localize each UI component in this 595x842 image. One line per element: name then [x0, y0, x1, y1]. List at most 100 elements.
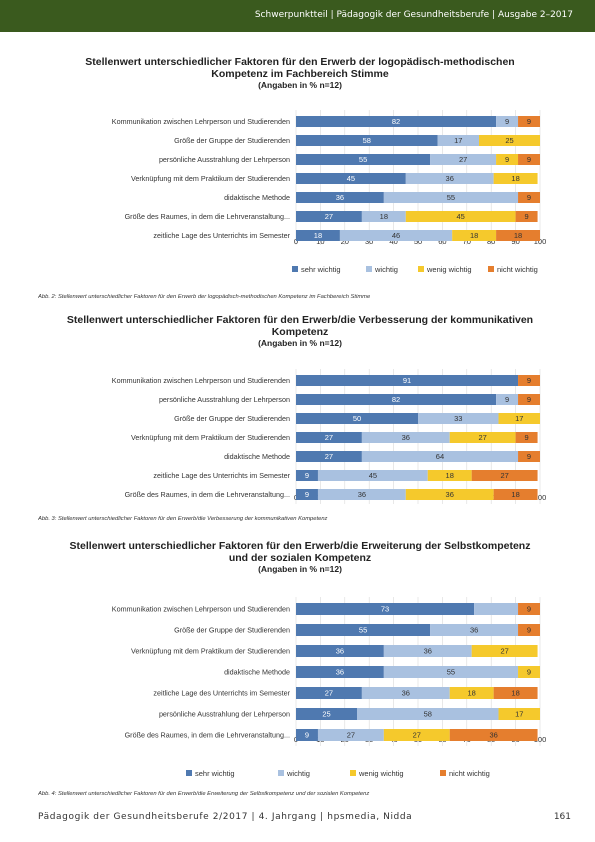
legend-label: wenig wichtig	[358, 769, 404, 778]
data-label: 9	[505, 395, 509, 404]
category-label: Größe des Raumes, in dem die Lehrveranst…	[125, 212, 290, 221]
bar-segment	[296, 687, 362, 699]
bar-segment	[317, 729, 384, 741]
bar-segment	[498, 413, 540, 424]
x-tick-label: 100	[534, 735, 547, 744]
bar-segment	[518, 192, 540, 203]
data-label: 36	[446, 490, 454, 499]
bar-segment	[496, 394, 519, 405]
data-label: 55	[447, 668, 455, 677]
bar-segment	[357, 708, 499, 720]
bar-segment	[296, 432, 362, 443]
data-label: 9	[505, 155, 509, 164]
x-tick-label: 60	[438, 237, 446, 246]
chart-3-caption: Abb. 4: Stellenwert unterschiedlicher Fa…	[38, 791, 370, 797]
bar-segment	[471, 645, 538, 657]
bar-segment	[317, 489, 406, 500]
data-label: 58	[424, 710, 432, 719]
category-label: persönliche Ausstrahlung der Lehrperson	[159, 155, 290, 164]
bar-segment	[383, 729, 450, 741]
category-label: Kommunikation zwischen Lehrperson und St…	[112, 376, 290, 385]
category-label: Verknüpfung mit dem Praktikum der Studie…	[131, 647, 290, 656]
bar-segment	[383, 645, 472, 657]
x-tick-label: 70	[463, 237, 471, 246]
data-label: 55	[359, 155, 367, 164]
bar-segment	[437, 135, 479, 146]
data-label: 18	[380, 212, 388, 221]
data-label: 50	[353, 414, 361, 423]
bar-segment	[518, 116, 540, 127]
data-label: 9	[305, 490, 309, 499]
bar-segment	[427, 470, 472, 481]
x-tick-label: 40	[389, 237, 397, 246]
data-label: 36	[470, 626, 478, 635]
bar-segment	[296, 154, 431, 165]
data-label: 9	[505, 117, 509, 126]
bar-segment	[493, 489, 538, 500]
category-label: Verknüpfung mit dem Praktikum der Studie…	[131, 174, 290, 183]
bar-segment	[317, 470, 428, 481]
chart-1-title: Stellenwert unterschiedlicher Faktoren f…	[85, 56, 515, 80]
bar-segment	[296, 173, 406, 184]
data-label: 9	[527, 605, 531, 614]
category-label: didaktische Methode	[224, 668, 290, 677]
bar-segment	[405, 489, 494, 500]
bar-segment	[296, 666, 384, 678]
category-label: zeitliche Lage des Unterrichts im Semest…	[153, 231, 290, 240]
x-tick-label: 90	[511, 237, 519, 246]
category-label: Kommunikation zwischen Lehrperson und St…	[112, 605, 290, 614]
bar-segment	[496, 116, 519, 127]
bar-segment	[296, 470, 318, 481]
bar-segment	[430, 624, 519, 636]
bar-segment	[296, 230, 340, 241]
x-tick-label: 30	[365, 237, 373, 246]
bar-segment	[479, 135, 540, 146]
category-label: persönliche Ausstrahlung der Lehrperson	[159, 395, 290, 404]
bar-segment	[418, 413, 499, 424]
legend-label: wichtig	[286, 769, 310, 778]
chart-3-subtitle: (Angaben in % n=12)	[258, 564, 342, 574]
data-label: 73	[381, 605, 389, 614]
chart-2-subtitle: (Angaben in % n=12)	[258, 338, 342, 348]
data-label: 27	[478, 433, 486, 442]
data-label: 27	[325, 689, 333, 698]
chart-1-subtitle: (Angaben in % n=12)	[258, 80, 342, 90]
data-label: 36	[336, 668, 344, 677]
bar-segment	[296, 375, 519, 386]
legend-swatch	[278, 770, 284, 776]
bar-segment	[518, 375, 540, 386]
data-label: 27	[325, 452, 333, 461]
bar-segment	[471, 470, 538, 481]
bar-segment	[296, 489, 318, 500]
data-label: 9	[524, 433, 528, 442]
bar-segment	[518, 666, 540, 678]
data-label: 25	[322, 710, 330, 719]
bar-segment	[296, 603, 475, 615]
data-label: 17	[515, 414, 523, 423]
data-label: 45	[369, 471, 377, 480]
chart-2-title: Stellenwert unterschiedlicher Faktoren f…	[66, 314, 534, 338]
x-tick-label: 20	[341, 237, 349, 246]
bar-segment	[296, 451, 362, 462]
data-label: 27	[413, 731, 421, 740]
data-label: 18	[470, 231, 478, 240]
bar-segment	[515, 432, 538, 443]
bar-segment	[430, 154, 497, 165]
category-label: Verknüpfung mit dem Praktikum der Studie…	[131, 433, 290, 442]
data-label: 46	[392, 231, 400, 240]
data-label: 9	[305, 731, 309, 740]
data-label: 82	[392, 117, 400, 126]
bar-segment	[452, 230, 497, 241]
legend-label: wichtig	[374, 265, 398, 274]
data-label: 9	[305, 471, 309, 480]
data-label: 17	[515, 710, 523, 719]
data-label: 18	[514, 231, 522, 240]
data-label: 36	[336, 193, 344, 202]
category-label: Größe der Gruppe der Studierenden	[174, 414, 290, 423]
bar-segment	[518, 394, 540, 405]
category-label: Größe der Gruppe der Studierenden	[174, 136, 290, 145]
bar-segment	[296, 192, 384, 203]
data-label: 45	[457, 212, 465, 221]
legend-swatch	[350, 770, 356, 776]
